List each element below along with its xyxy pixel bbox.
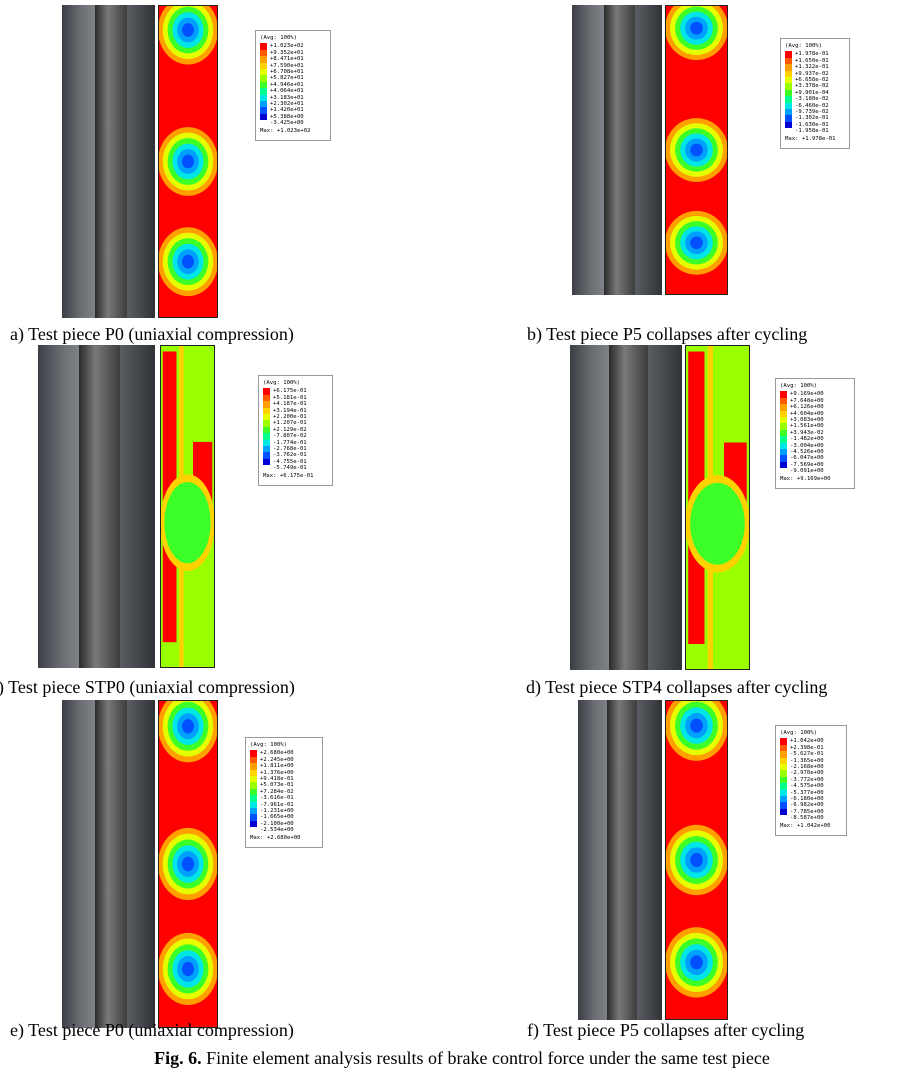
figure-caption: Fig. 6. Finite element analysis results … — [0, 1048, 924, 1069]
legend-max: Max: +9.169e+00 — [780, 476, 850, 482]
panel-caption: d) Test piece STP4 collapses after cycli… — [526, 677, 827, 698]
steel-beam — [604, 5, 636, 295]
contour-plot — [665, 700, 728, 1020]
legend-row: -9.091e+00 — [780, 468, 850, 474]
photo — [62, 700, 155, 1028]
legend: (Avg: 100%)+1.978e-01+1.650e-01+1.322e-0… — [780, 38, 850, 149]
legend: (Avg: 100%)+6.175e-01+5.181e-01+4.187e-0… — [258, 375, 333, 486]
legend-max: Max: +6.175e-01 — [263, 473, 328, 479]
legend-value: -5.749e-01 — [273, 465, 307, 471]
panel-caption: a) Test piece P0 (uniaxial compression) — [10, 324, 294, 345]
figure-text: Finite element analysis results of brake… — [206, 1048, 770, 1068]
legend-row: -3.425e+00 — [260, 120, 326, 126]
contour-plot — [158, 700, 218, 1028]
contour-plot — [685, 345, 750, 670]
legend: (Avg: 100%)+1.023e+02+9.352e+01+8.471e+0… — [255, 30, 331, 141]
legend-value: -1.958e-01 — [795, 128, 829, 134]
page: {"panels": [ {"caption": "a) Test piece … — [0, 0, 924, 1075]
panel-caption: e) Test piece P0 (uniaxial compression) — [10, 1020, 294, 1041]
photo — [570, 345, 682, 670]
steel-beam — [609, 345, 648, 670]
panel-caption: f) Test piece P5 collapses after cycling — [527, 1020, 804, 1041]
legend-header: (Avg: 100%) — [263, 380, 328, 386]
legend-value: -8.587e+00 — [790, 815, 824, 821]
photo — [572, 5, 662, 295]
legend-header: (Avg: 100%) — [260, 35, 326, 41]
legend-max: Max: +2.680e+00 — [250, 835, 318, 841]
legend-max: Max: +1.042e+00 — [780, 823, 842, 829]
legend: (Avg: 100%)+1.042e+00+2.398e-01-5.627e-0… — [775, 725, 847, 836]
steel-beam — [95, 700, 128, 1028]
legend-value: -3.425e+00 — [270, 120, 304, 126]
legend-swatch — [260, 120, 267, 126]
panel-caption: c) Test piece STP0 (uniaxial compression… — [0, 677, 295, 698]
figure-label: Fig. 6. — [154, 1048, 202, 1068]
panel-caption: b) Test piece P5 collapses after cycling — [527, 324, 807, 345]
legend-swatch — [263, 465, 270, 471]
legend-row: -2.534e+00 — [250, 827, 318, 833]
contour-plot — [158, 5, 218, 318]
legend-header: (Avg: 100%) — [250, 742, 318, 748]
legend-swatch — [780, 815, 787, 821]
legend-value: -9.091e+00 — [790, 468, 824, 474]
contour-plot — [665, 5, 728, 295]
legend-header: (Avg: 100%) — [780, 730, 842, 736]
steel-beam — [607, 700, 636, 1020]
legend-swatch — [785, 128, 792, 134]
legend-value: -2.534e+00 — [260, 827, 294, 833]
photo — [62, 5, 155, 318]
contour-plot — [160, 345, 215, 668]
steel-beam — [79, 345, 120, 668]
legend-swatch — [250, 827, 257, 833]
steel-beam — [95, 5, 128, 318]
legend-row: -8.587e+00 — [780, 815, 842, 821]
photo — [38, 345, 155, 668]
legend: (Avg: 100%)+2.680e+00+2.245e+00+1.811e+0… — [245, 737, 323, 848]
photo — [578, 700, 662, 1020]
legend-row: -1.958e-01 — [785, 128, 845, 134]
legend-max: Max: +1.978e-01 — [785, 136, 845, 142]
legend-header: (Avg: 100%) — [785, 43, 845, 49]
legend-header: (Avg: 100%) — [780, 383, 850, 389]
legend-max: Max: +1.023e+02 — [260, 128, 326, 134]
legend: (Avg: 100%)+9.169e+00+7.648e+00+6.126e+0… — [775, 378, 855, 489]
figure: (Avg: 100%)+1.023e+02+9.352e+01+8.471e+0… — [0, 0, 924, 1075]
legend-swatch — [780, 468, 787, 474]
legend-row: -5.749e-01 — [263, 465, 328, 471]
